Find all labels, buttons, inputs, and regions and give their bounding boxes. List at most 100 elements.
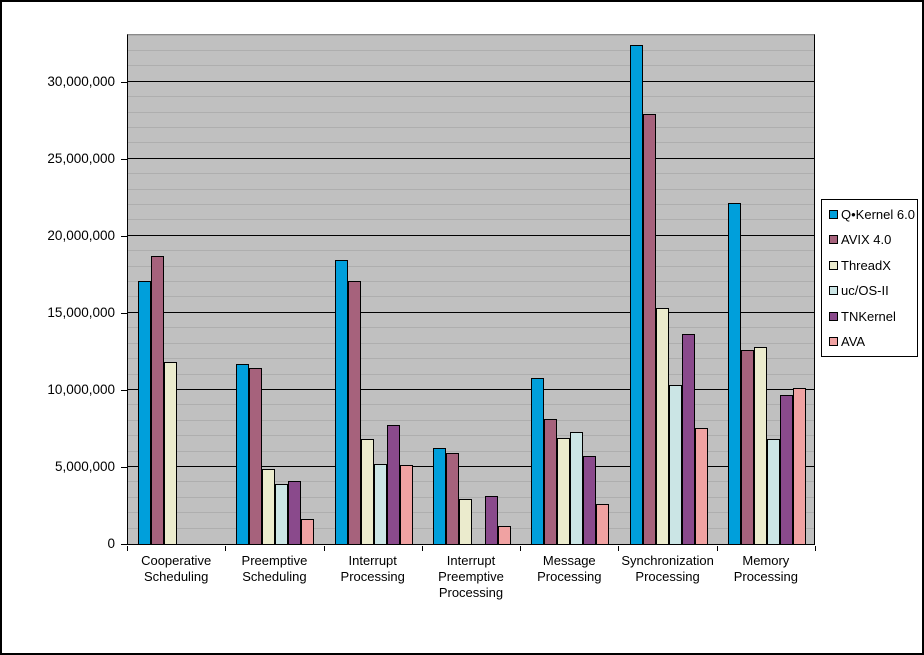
y-axis-tick [121, 236, 127, 237]
legend-marker [829, 336, 838, 346]
minor-gridline [128, 173, 814, 174]
bar [484, 496, 498, 544]
x-axis-tick [324, 546, 325, 551]
x-axis-label: Interrupt Preemptive Processing [438, 553, 504, 600]
minor-gridline [128, 497, 814, 498]
minor-gridline [128, 435, 814, 436]
major-gridline [128, 235, 814, 236]
minor-gridline [128, 404, 814, 405]
legend-item: AVIX 4.0 [829, 233, 913, 246]
minor-gridline [128, 481, 814, 482]
minor-gridline [128, 451, 814, 452]
bar [288, 481, 302, 544]
bar [386, 425, 400, 544]
legend-label: uc/OS-II [841, 283, 889, 299]
minor-gridline [128, 204, 814, 205]
bar [727, 203, 741, 544]
x-axis-tick [717, 546, 718, 551]
bar [334, 260, 348, 544]
minor-gridline [128, 250, 814, 251]
bar [445, 453, 459, 544]
x-axis-tick [225, 546, 226, 551]
bar [740, 350, 754, 544]
bar [249, 368, 263, 544]
legend-label: TNKernel [841, 308, 896, 324]
legend-item: uc/OS-II [829, 284, 913, 297]
y-axis-label: 5,000,000 [54, 459, 115, 474]
legend-item: AVA [829, 335, 913, 348]
minor-gridline [128, 112, 814, 113]
bar [399, 465, 413, 544]
legend-label: AVIX 4.0 [841, 232, 892, 248]
bar [138, 281, 152, 544]
minor-gridline [128, 296, 814, 297]
y-axis-tick [121, 159, 127, 160]
bar [655, 308, 669, 544]
bar [694, 428, 708, 544]
bar-group [226, 35, 324, 544]
bar [766, 439, 780, 544]
bar-cluster [138, 256, 216, 544]
y-axis-tick [121, 313, 127, 314]
bar-group [128, 35, 226, 544]
minor-gridline [128, 266, 814, 267]
bar-cluster [334, 260, 413, 544]
minor-gridline [128, 35, 814, 36]
plot-area [127, 34, 815, 545]
legend-marker [829, 235, 838, 245]
bar [668, 385, 682, 544]
minor-gridline [128, 420, 814, 421]
y-axis-label: 15,000,000 [47, 305, 115, 320]
bar-cluster [629, 45, 708, 544]
bar-cluster [432, 448, 511, 544]
minor-gridline [128, 189, 814, 190]
bar [557, 438, 571, 544]
x-axis-label: Cooperative Scheduling [141, 553, 212, 584]
y-axis-tick [121, 82, 127, 83]
y-axis-label: 25,000,000 [47, 151, 115, 166]
bar [458, 499, 472, 544]
major-gridline [128, 466, 814, 467]
major-gridline [128, 81, 814, 82]
minor-gridline [128, 127, 814, 128]
y-axis-tick [121, 544, 127, 545]
bar [753, 347, 767, 544]
x-axis-tick [127, 546, 128, 551]
legend: Q•Kernel 6.0 AVIX 4.0 ThreadX uc/OS-II TNKer… [821, 199, 918, 357]
bar-cluster [236, 364, 315, 544]
y-axis-tick [121, 390, 127, 391]
legend-marker [829, 260, 838, 270]
legend-label: AVA [841, 333, 866, 349]
x-axis-label: Interrupt Processing [340, 553, 405, 584]
bar [792, 388, 806, 544]
minor-gridline [128, 142, 814, 143]
major-gridline [128, 312, 814, 313]
x-axis-label: Synchronization Processing [621, 553, 714, 584]
bar [347, 281, 361, 544]
bar [681, 334, 695, 544]
bar [373, 464, 387, 544]
bar [301, 519, 315, 544]
bar [779, 395, 793, 544]
legend-item: Q•Kernel 6.0 [829, 207, 915, 222]
major-gridline [128, 158, 814, 159]
minor-gridline [128, 358, 814, 359]
legend-marker [829, 311, 838, 321]
bar [544, 419, 558, 544]
legend-label: ThreadX [841, 257, 891, 273]
bar [583, 456, 597, 544]
minor-gridline [128, 50, 814, 51]
bar-cluster [727, 203, 806, 544]
legend-item: ThreadX [829, 259, 913, 272]
major-gridline [128, 389, 814, 390]
x-axis-label: Preemptive Scheduling [241, 553, 308, 584]
bar [531, 378, 545, 544]
x-axis-tick [422, 546, 423, 551]
legend-marker [829, 286, 838, 296]
bar [497, 526, 511, 544]
legend-label: Q•Kernel 6.0 [841, 207, 915, 222]
bar-group [325, 35, 423, 544]
minor-gridline [128, 281, 814, 282]
bar [596, 504, 610, 544]
